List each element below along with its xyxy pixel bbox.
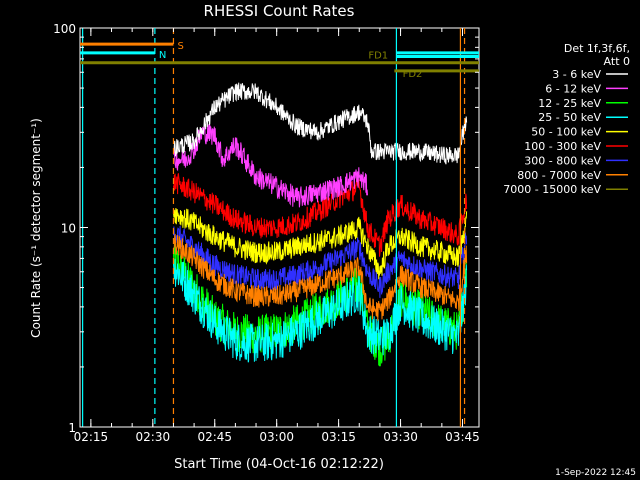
legend-label-9: 7000 - 15000 keV bbox=[503, 183, 601, 196]
series-line-7 bbox=[173, 225, 468, 298]
data-series bbox=[173, 82, 468, 367]
series-line-8 bbox=[173, 233, 468, 321]
x-tick-label: 03:30 bbox=[383, 430, 418, 444]
legend-label-8: 800 - 7000 keV bbox=[517, 169, 601, 182]
legend-label-3: 12 - 25 keV bbox=[538, 97, 601, 110]
legend-label-5: 50 - 100 keV bbox=[531, 126, 601, 139]
legend-label-4: 25 - 50 keV bbox=[538, 111, 601, 124]
y-tick-label: 1 bbox=[68, 421, 76, 435]
series-line-2 bbox=[173, 123, 368, 208]
legend-label-6: 100 - 300 keV bbox=[524, 140, 601, 153]
x-tick-label: 03:45 bbox=[445, 430, 480, 444]
series-line-3 bbox=[173, 240, 468, 367]
ticks: 02:15 02:30 02:45 03:00 03:15 03:30 03:45 1 10 10… bbox=[53, 22, 480, 444]
legend-header-1: Det 1f,3f,6f, bbox=[564, 42, 630, 55]
flag-label-s: S bbox=[177, 41, 183, 52]
x-tick-label: 02:15 bbox=[74, 430, 109, 444]
x-tick-label: 02:30 bbox=[136, 430, 171, 444]
legend-label-7: 300 - 800 keV bbox=[524, 154, 601, 167]
x-tick-label: 02:45 bbox=[197, 430, 232, 444]
x-tick-label: 03:15 bbox=[321, 430, 356, 444]
series-line-5 bbox=[173, 207, 468, 280]
legend-label-1: 3 - 6 keV bbox=[552, 68, 601, 81]
legend-label-2: 6 - 12 keV bbox=[545, 82, 601, 95]
flag-label-fd2: FD2 bbox=[403, 69, 423, 80]
flag-label-n: N bbox=[159, 50, 166, 61]
series-line-6 bbox=[173, 173, 468, 257]
chart-title: RHESSI Count Rates bbox=[204, 2, 355, 20]
flag-label-fd1: FD1 bbox=[368, 51, 388, 62]
series-line-4 bbox=[173, 258, 468, 363]
x-tick-label: 03:00 bbox=[259, 430, 294, 444]
legend-header-2: Att 0 bbox=[604, 55, 630, 68]
series-line-1 bbox=[173, 82, 468, 165]
footer-timestamp: 1-Sep-2022 12:45 bbox=[555, 468, 636, 478]
x-axis-label: Start Time (04-Oct-16 02:12:22) bbox=[174, 457, 384, 472]
y-tick-label: 100 bbox=[53, 22, 76, 36]
y-tick-label: 10 bbox=[61, 222, 76, 236]
y-axis-label: Count Rate (s⁻¹ detector segment⁻¹) bbox=[29, 118, 43, 338]
